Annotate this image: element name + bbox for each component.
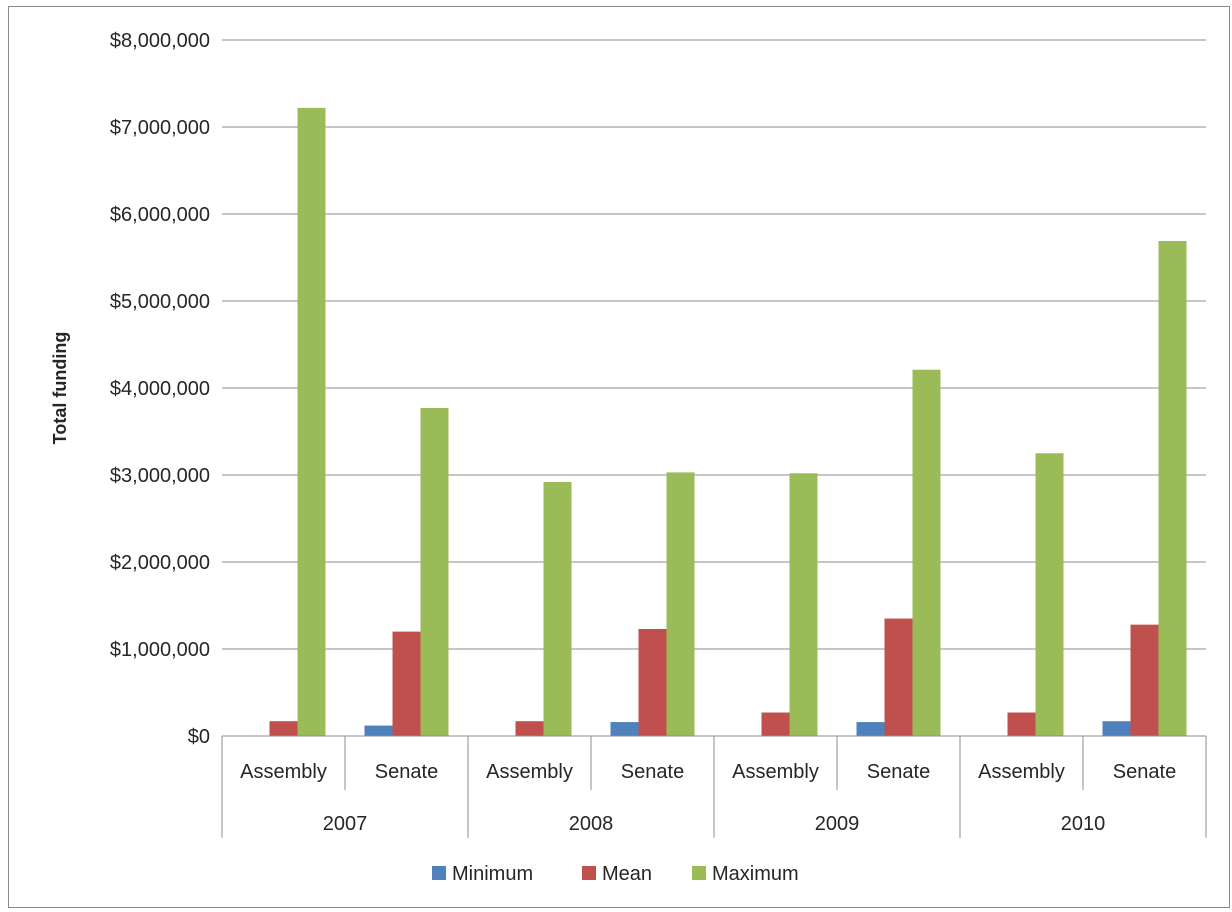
bar-mean — [1130, 624, 1159, 736]
bar-mean — [269, 721, 298, 736]
y-tick-labels: $0 $1,000,000 $2,000,000 $3,000,000 $4,000,0… — [110, 30, 210, 748]
y-tick-label: $1,000,000 — [110, 639, 210, 661]
x-tick-label-year: 2008 — [569, 813, 614, 835]
bar-maximum — [1035, 453, 1064, 736]
y-tick-label: $2,000,000 — [110, 552, 210, 574]
bar-mean — [392, 631, 421, 736]
bar-mean — [638, 628, 667, 736]
bar-maximum — [789, 473, 818, 736]
y-tick-label: $3,000,000 — [110, 465, 210, 487]
bar-minimum — [610, 722, 639, 736]
bar-minimum — [1102, 721, 1131, 736]
chart-frame — [8, 6, 1230, 908]
legend: Minimum Mean Maximum — [432, 863, 799, 885]
axes — [221, 735, 1207, 838]
x-tick-label-chamber: Senate — [1113, 761, 1176, 783]
y-axis-label: Total funding — [50, 332, 70, 445]
bar-mean — [761, 712, 790, 736]
legend-swatch-mean — [582, 866, 596, 880]
x-tick-label-year: 2010 — [1061, 813, 1106, 835]
x-tick-label-year: 2009 — [815, 813, 860, 835]
bar-maximum — [912, 369, 941, 736]
x-tick-label-chamber: Assembly — [486, 761, 573, 783]
x-tick-labels: Assembly Senate Assembly Senate Assembly Sena… — [240, 761, 1176, 835]
legend-label-minimum: Minimum — [452, 863, 533, 885]
bar-maximum — [1158, 240, 1187, 736]
bar-maximum — [297, 107, 326, 737]
bar-minimum — [856, 722, 885, 736]
x-tick-label-chamber: Senate — [867, 761, 930, 783]
legend-label-mean: Mean — [602, 863, 652, 885]
y-tick-label: $8,000,000 — [110, 30, 210, 52]
bars — [269, 107, 1187, 737]
legend-swatch-maximum — [692, 866, 706, 880]
x-tick-label-year: 2007 — [323, 813, 368, 835]
bar-mean — [515, 721, 544, 736]
bar-maximum — [543, 481, 572, 736]
bar-maximum — [420, 408, 449, 736]
x-tick-label-chamber: Senate — [375, 761, 438, 783]
legend-swatch-minimum — [432, 866, 446, 880]
bar-minimum — [364, 725, 393, 736]
x-tick-label-chamber: Assembly — [978, 761, 1065, 783]
x-tick-label-chamber: Senate — [621, 761, 684, 783]
y-tick-label: $4,000,000 — [110, 378, 210, 400]
y-tick-label: $6,000,000 — [110, 204, 210, 226]
y-tick-label: $0 — [188, 726, 210, 748]
x-tick-label-chamber: Assembly — [240, 761, 327, 783]
legend-label-maximum: Maximum — [712, 863, 799, 885]
y-tick-label: $5,000,000 — [110, 291, 210, 313]
bar-mean — [1007, 712, 1036, 736]
bar-maximum — [666, 472, 695, 736]
bar-mean — [884, 618, 913, 736]
y-tick-label: $7,000,000 — [110, 117, 210, 139]
x-tick-label-chamber: Assembly — [732, 761, 819, 783]
